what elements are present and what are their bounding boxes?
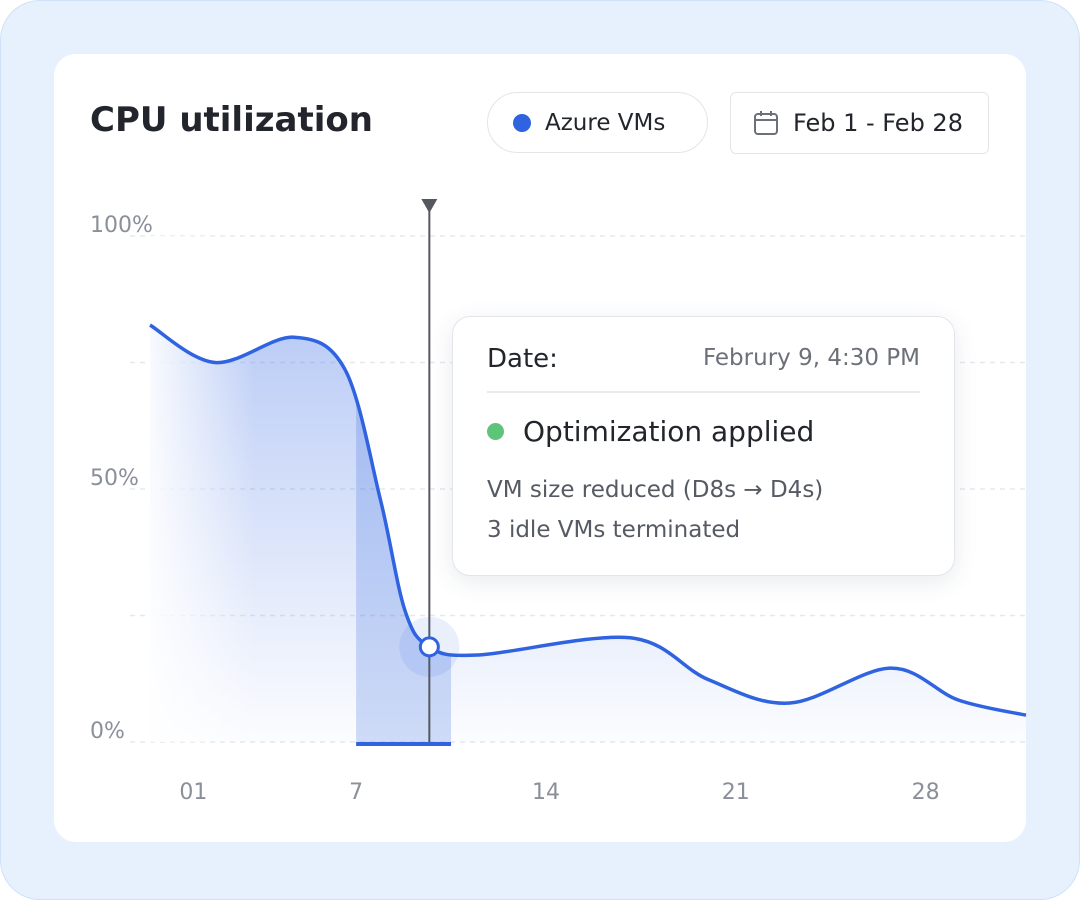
- divider: [487, 391, 920, 393]
- x-tick-label: 28: [912, 780, 940, 805]
- calendar-icon: [754, 111, 778, 135]
- y-tick-label: 100%: [90, 213, 153, 238]
- tooltip-date: Februry 9, 4:30 PM: [702, 345, 920, 371]
- tooltip-date-label: Date:: [487, 344, 558, 374]
- legend-label: Azure VMs: [545, 109, 666, 136]
- x-tick-label: 14: [532, 780, 560, 805]
- x-tick-label: 01: [179, 780, 207, 805]
- legend[interactable]: Azure VMs: [487, 92, 708, 153]
- date-picker[interactable]: Feb 1 - Feb 28: [730, 92, 989, 154]
- line: [149, 323, 1027, 717]
- date-range: Feb 1 - Feb 28: [793, 109, 963, 137]
- marker-head: [421, 199, 438, 213]
- y-tick-label: 50%: [90, 466, 139, 491]
- y-tick-label: 0%: [90, 719, 125, 744]
- chart-title: CPU utilization: [90, 100, 373, 140]
- tooltip: Date: Februry 9, 4:30 PM Optimization ap…: [452, 316, 955, 576]
- marker-point: [418, 636, 440, 658]
- tooltip-line: VM size reduced (D8s → D4s): [487, 477, 824, 503]
- legend-swatch: [513, 113, 531, 132]
- tooltip-line: 3 idle VMs terminated: [487, 517, 741, 543]
- tooltip-status: Optimization applied: [487, 415, 814, 448]
- status-text: Optimization applied: [523, 415, 815, 448]
- status-dot: [487, 423, 504, 440]
- x-tick-label: 7: [349, 780, 363, 805]
- x-tick-label: 21: [722, 780, 750, 805]
